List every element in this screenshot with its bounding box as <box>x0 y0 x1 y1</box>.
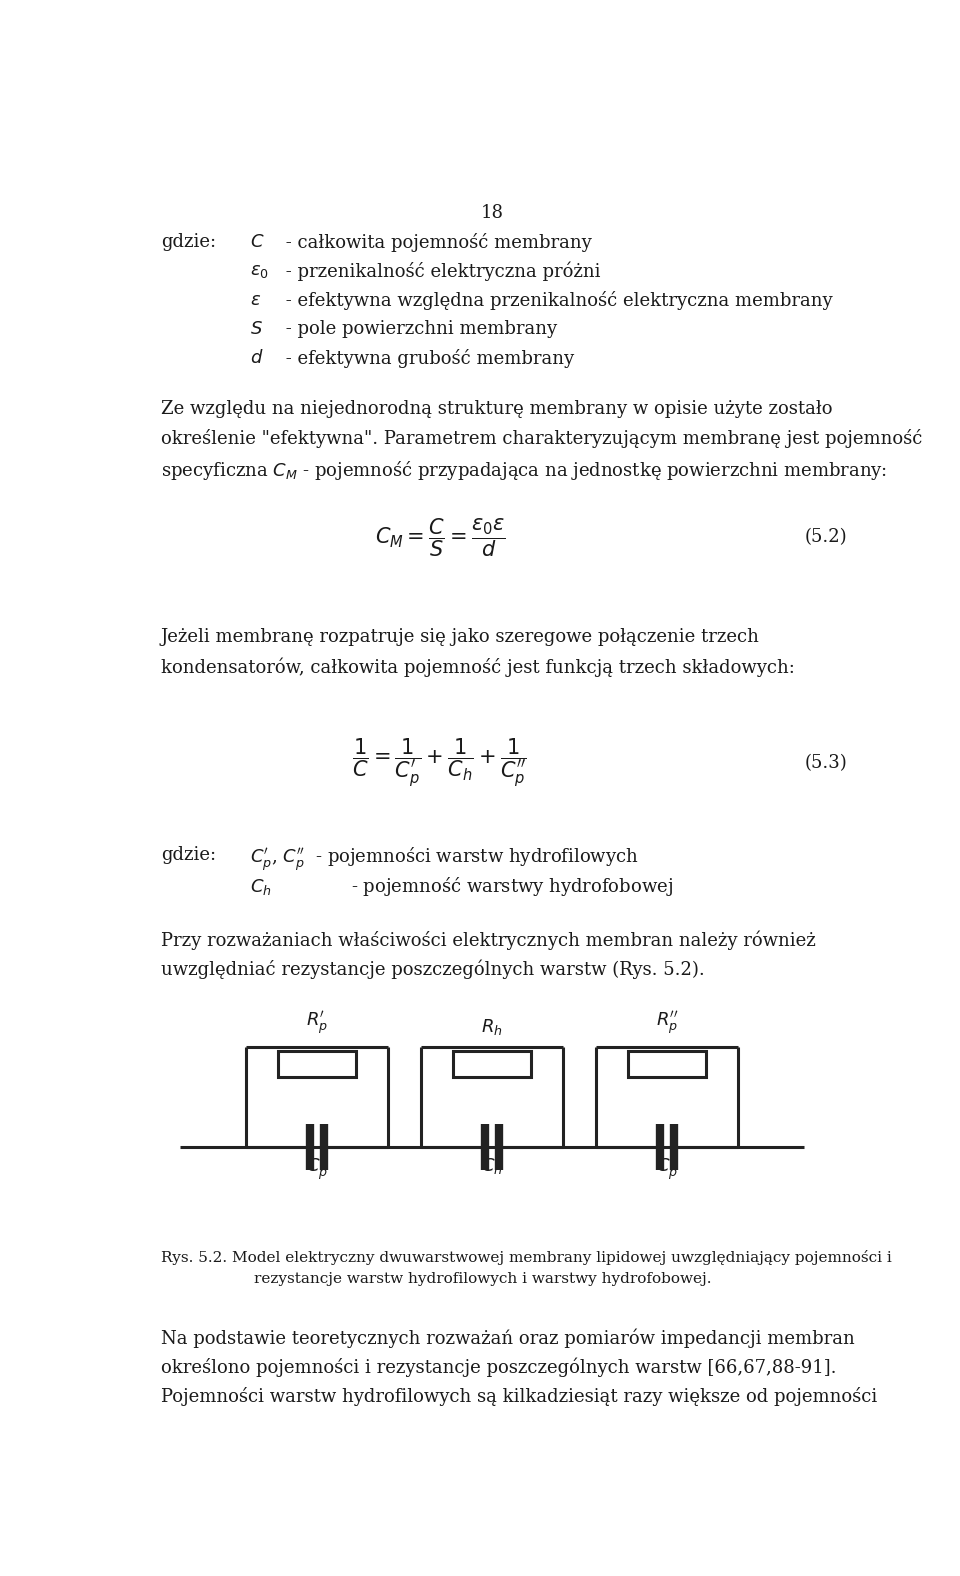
Text: specyficzna $C_M$ - pojemność przypadająca na jednostkę powierzchni membrany:: specyficzna $C_M$ - pojemność przypadają… <box>161 459 887 482</box>
Text: $C_h$              - pojemność warstwy hydrofobowej: $C_h$ - pojemność warstwy hydrofobowej <box>251 875 673 898</box>
Text: Przy rozważaniach właściwości elektrycznych membran należy również: Przy rozważaniach właściwości elektryczn… <box>161 930 816 950</box>
Text: $C_h$: $C_h$ <box>481 1157 503 1176</box>
Text: $R_h$: $R_h$ <box>481 1018 503 1037</box>
Text: - efektywna grubość membrany: - efektywna grubość membrany <box>280 350 574 369</box>
Text: $R_p''$: $R_p''$ <box>656 1010 678 1037</box>
Text: - efektywna względna przenikalność elektryczna membrany: - efektywna względna przenikalność elekt… <box>280 292 832 310</box>
Text: $\varepsilon_0$: $\varepsilon_0$ <box>251 262 269 281</box>
Bar <box>278 1051 356 1078</box>
Text: $d$: $d$ <box>251 350 264 367</box>
Text: rezystancje warstw hydrofilowych i warstwy hydrofobowej.: rezystancje warstw hydrofilowych i warst… <box>253 1272 711 1286</box>
Text: Na podstawie teoretycznych rozważań oraz pomiarów impedancji membran: Na podstawie teoretycznych rozważań oraz… <box>161 1329 854 1347</box>
Text: Ze względu na niejednorodną strukturę membrany w opisie użyte zostało: Ze względu na niejednorodną strukturę me… <box>161 400 832 418</box>
Text: $C_M = \dfrac{C}{S} = \dfrac{\varepsilon_0\varepsilon}{d}$: $C_M = \dfrac{C}{S} = \dfrac{\varepsilon… <box>374 517 505 558</box>
Text: $S$: $S$ <box>251 320 263 339</box>
Text: gdzie:: gdzie: <box>161 233 216 251</box>
Text: Jeżeli membranę rozpatruje się jako szeregowe połączenie trzech: Jeżeli membranę rozpatruje się jako szer… <box>161 629 759 646</box>
Bar <box>453 1051 531 1078</box>
Text: - pole powierzchni membrany: - pole powierzchni membrany <box>280 320 557 339</box>
Text: (5.2): (5.2) <box>804 528 847 547</box>
Text: kondensatorów, całkowita pojemność jest funkcją trzech składowych:: kondensatorów, całkowita pojemność jest … <box>161 657 795 678</box>
Text: $C_p'$, $C_p''$  - pojemności warstw hydrofilowych: $C_p'$, $C_p''$ - pojemności warstw hydr… <box>251 846 639 873</box>
Text: (5.3): (5.3) <box>804 753 848 772</box>
Text: określenie "efektywna". Parametrem charakteryzującym membranę jest pojemność: określenie "efektywna". Parametrem chara… <box>161 429 923 449</box>
Text: - przenikalność elektryczna próżni: - przenikalność elektryczna próżni <box>280 262 600 282</box>
Text: $C$: $C$ <box>251 233 265 251</box>
Text: $C_p'$: $C_p'$ <box>306 1157 328 1184</box>
Text: Rys. 5.2. Model elektryczny dwuwarstwowej membrany lipidowej uwzględniający poje: Rys. 5.2. Model elektryczny dwuwarstwowe… <box>161 1250 892 1264</box>
Text: gdzie:: gdzie: <box>161 846 216 864</box>
Text: $\dfrac{1}{C} = \dfrac{1}{C_p'} + \dfrac{1}{C_h} + \dfrac{1}{C_p''}$: $\dfrac{1}{C} = \dfrac{1}{C_p'} + \dfrac… <box>352 738 527 790</box>
Text: - całkowita pojemność membrany: - całkowita pojemność membrany <box>280 233 591 252</box>
Text: określono pojemności i rezystancje poszczególnych warstw [66,67,88-91].: określono pojemności i rezystancje poszc… <box>161 1359 836 1377</box>
Bar <box>628 1051 706 1078</box>
Text: uwzględniać rezystancje poszczególnych warstw (Rys. 5.2).: uwzględniać rezystancje poszczególnych w… <box>161 960 705 979</box>
Text: $\varepsilon$: $\varepsilon$ <box>251 292 261 309</box>
Text: $C_p''$: $C_p''$ <box>656 1157 678 1184</box>
Text: Pojemności warstw hydrofilowych są kilkadziesiąt razy większe od pojemności: Pojemności warstw hydrofilowych są kilka… <box>161 1387 877 1406</box>
Text: 18: 18 <box>481 203 503 222</box>
Text: $R_p'$: $R_p'$ <box>306 1010 328 1037</box>
